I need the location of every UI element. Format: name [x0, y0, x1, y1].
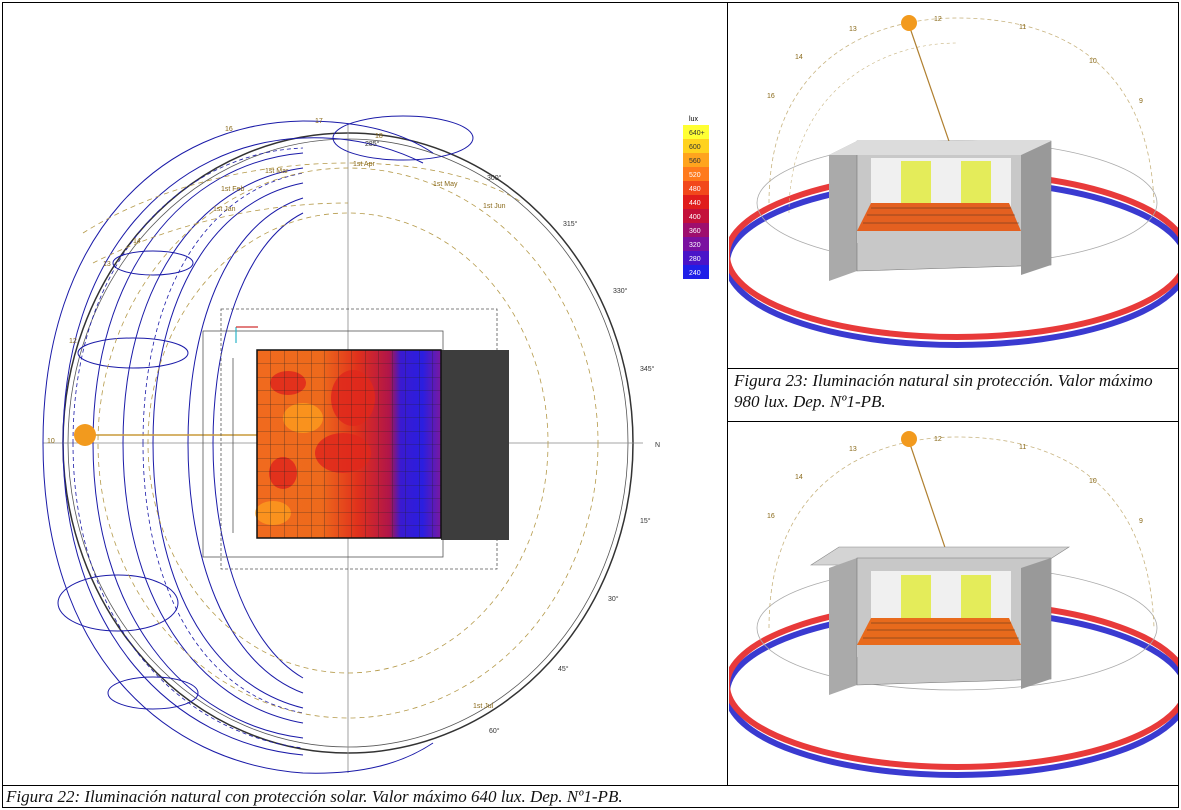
legend-label: 400: [689, 214, 701, 221]
month-label: 1st May: [433, 181, 458, 188]
legend-swatch: [683, 237, 709, 251]
sunpath-illuminance-figure: 285° 300° 315° 330° 345° N 15° 30° 45° 60° 1st Ja…: [42, 115, 709, 774]
hour-label: 10: [47, 438, 55, 445]
legend-label: 640+: [689, 130, 705, 137]
render-without-protection: 13 12 11 10 9 14 16: [729, 15, 1178, 348]
month-label: 1st Jun: [483, 203, 506, 210]
render-hour-label: 13: [849, 26, 857, 33]
legend-swatch: [683, 265, 709, 279]
figure-23-caption: Figura 23: Iluminación natural sin prote…: [734, 371, 1153, 411]
render-hour-label: 12: [934, 436, 942, 443]
legend-label: 280: [689, 256, 701, 263]
month-label: 1st Feb: [221, 186, 244, 193]
hour-label: 13: [103, 261, 111, 268]
sun-icon: [901, 15, 917, 31]
azimuth-label: 15°: [640, 517, 651, 525]
legend-unit: lux: [689, 116, 698, 123]
legend-swatch: [683, 139, 709, 153]
hour-label: 12: [69, 338, 77, 345]
azimuth-label: 30°: [608, 595, 619, 603]
azimuth-label: N: [655, 442, 660, 449]
month-label: 1st Apr: [353, 161, 375, 168]
divider-bottom: [2, 785, 1179, 786]
render-with-protection: 13 12 11 10 9 14 16: [729, 431, 1178, 778]
divider-vertical: [727, 2, 728, 785]
azimuth-label: 330°: [613, 287, 628, 295]
legend-swatch: [683, 167, 709, 181]
legend-label: 480: [689, 186, 701, 193]
hour-label: 14: [133, 238, 141, 245]
sun-icon: [74, 424, 96, 446]
sun-icon: [901, 431, 917, 447]
legend-swatch: [683, 209, 709, 223]
azimuth-label: 345°: [640, 365, 655, 373]
azimuth-label: 300°: [487, 174, 502, 182]
render-hour-label: 10: [1089, 478, 1097, 485]
legend-label: 320: [689, 242, 701, 249]
legend-swatch: [683, 251, 709, 265]
legend-swatch: [683, 223, 709, 237]
render-hour-label: 9: [1139, 518, 1143, 525]
azimuth-label: 315°: [563, 220, 578, 228]
legend-swatch: [683, 153, 709, 167]
azimuth-label: 45°: [558, 665, 569, 673]
legend-swatch: [683, 181, 709, 195]
legend-label: 360: [689, 228, 701, 235]
render-hour-label: 16: [767, 93, 775, 100]
figure-22-caption: Figura 22: Iluminación natural con prote…: [6, 787, 623, 806]
hour-label: 17: [315, 118, 323, 125]
legend-label: 560: [689, 158, 701, 165]
render-hour-label: 11: [1019, 444, 1026, 451]
legend-swatch: [683, 125, 709, 139]
month-label: 1st Jan: [213, 206, 236, 213]
render-hour-label: 16: [767, 513, 775, 520]
month-label: 1st Mar: [265, 168, 289, 175]
legend-label: 520: [689, 172, 701, 179]
divider-mid-right: [727, 421, 1179, 422]
legend-swatch: [683, 195, 709, 209]
legend-label: 240: [689, 270, 701, 277]
render-hour-label: 14: [795, 54, 803, 61]
render-hour-label: 13: [849, 446, 857, 453]
divider-top-right: [727, 368, 1179, 369]
render-hour-label: 12: [934, 16, 942, 23]
render-hour-label: 9: [1139, 98, 1143, 105]
legend-label: 440: [689, 200, 701, 207]
render-hour-label: 14: [795, 474, 803, 481]
hour-label: 18: [375, 133, 383, 140]
azimuth-label: 285°: [365, 140, 380, 148]
hour-label: 16: [225, 126, 233, 133]
render-hour-label: 10: [1089, 58, 1097, 65]
lux-legend: lux 640+ 600 560 520 480 440 400 360 320 280 240: [683, 116, 709, 279]
render-hour-label: 11: [1019, 24, 1026, 31]
azimuth-label: 60°: [489, 727, 500, 735]
legend-label: 600: [689, 144, 701, 151]
month-label: 1st Jul: [473, 703, 494, 710]
